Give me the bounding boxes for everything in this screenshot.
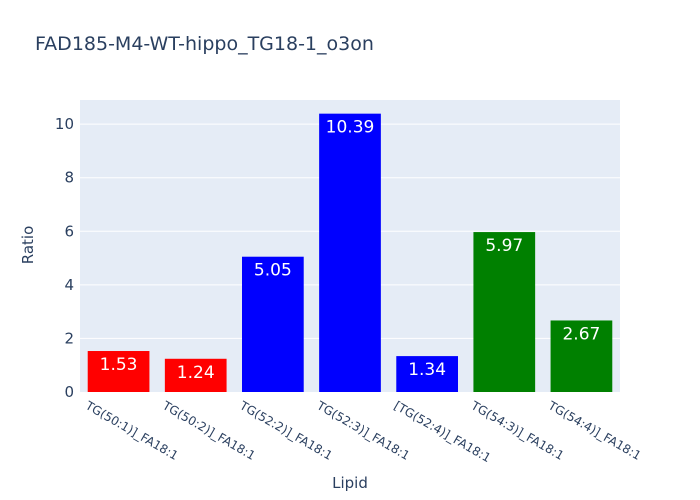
bar xyxy=(87,351,150,392)
bar-labels: 1.53 1.24 5.05 10.39 1.34 5.97 2.67 xyxy=(100,118,601,383)
y-tick-labels: 0 2 4 6 8 10 xyxy=(55,115,74,401)
bars xyxy=(87,113,613,392)
bar xyxy=(319,113,381,392)
bar-value-label: 10.39 xyxy=(326,118,375,138)
bar-value-label: 1.53 xyxy=(100,355,138,375)
y-tick-label: 8 xyxy=(64,169,74,187)
chart-title: FAD185-M4-WT-hippo_TG18-1_o3on xyxy=(35,33,374,55)
y-tick-label: 0 xyxy=(64,383,74,401)
bar xyxy=(396,356,458,392)
y-tick-label: 10 xyxy=(55,115,74,133)
bar-value-label: 5.05 xyxy=(254,261,292,281)
bar xyxy=(550,320,613,392)
y-tick-label: 4 xyxy=(64,276,74,294)
bar-value-label: 1.34 xyxy=(408,360,446,380)
y-tick-label: 6 xyxy=(64,222,74,240)
x-axis-title: Lipid xyxy=(332,474,368,492)
bar-value-label: 1.24 xyxy=(177,363,215,383)
bar xyxy=(473,232,536,392)
bar xyxy=(242,256,304,392)
y-tick-label: 2 xyxy=(64,329,74,347)
x-tick-labels: TG(50:1)]_FA18:1TG(50:2)]_FA18:1TG(52:2)… xyxy=(82,398,643,465)
y-axis-title: Ratio xyxy=(19,226,37,265)
bar-value-label: 2.67 xyxy=(562,324,600,344)
bar-value-label: 5.97 xyxy=(485,236,523,256)
bar xyxy=(164,358,227,392)
